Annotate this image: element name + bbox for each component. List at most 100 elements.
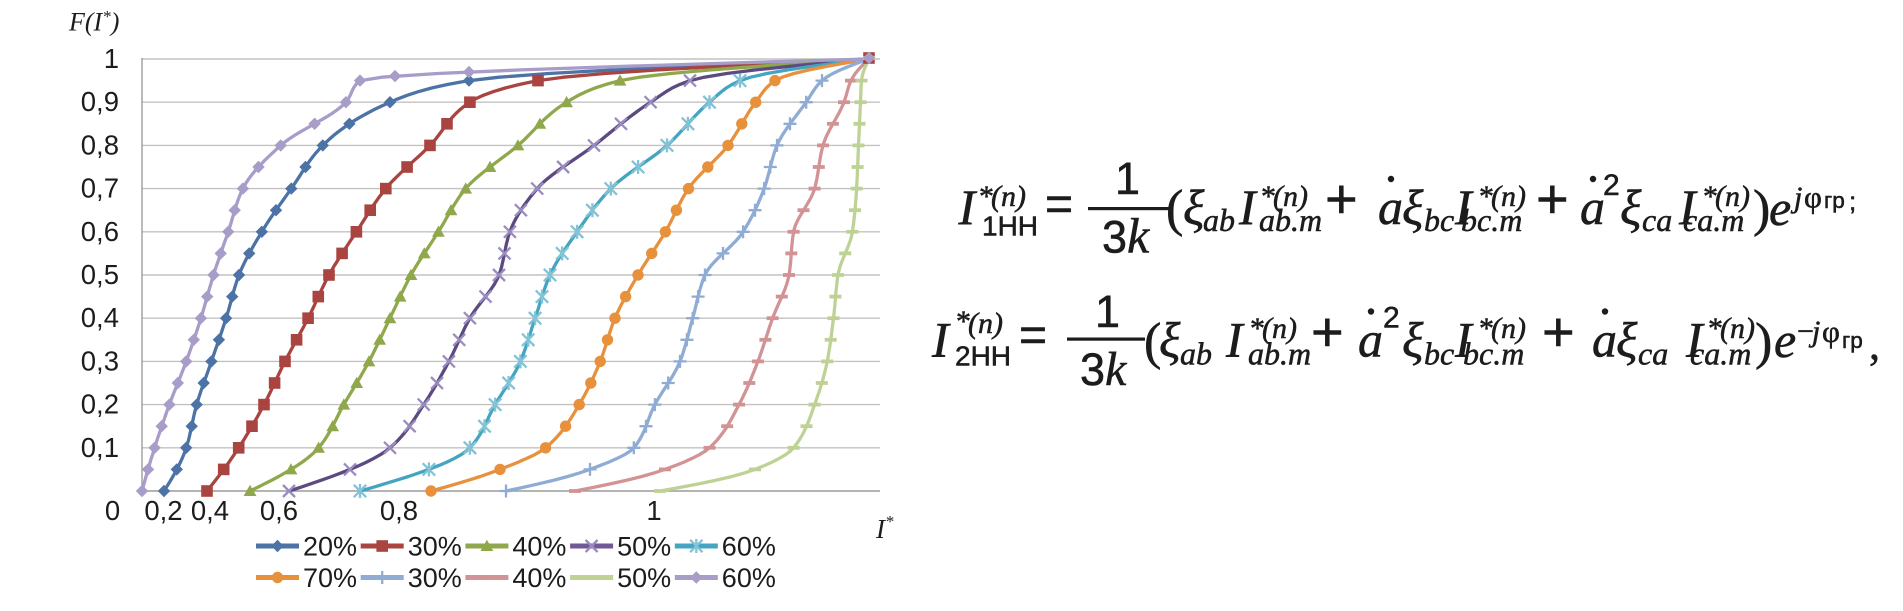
svg-text:a: a	[1358, 312, 1383, 368]
svg-text:−: −	[1797, 315, 1814, 348]
svg-text:ab: ab	[1180, 336, 1212, 372]
svg-text:(n): (n)	[991, 180, 1026, 213]
svg-text:j: j	[1790, 181, 1802, 214]
svg-text:0,7: 0,7	[81, 173, 119, 204]
svg-text:3: 3	[1102, 212, 1127, 263]
svg-text:=: =	[1045, 178, 1073, 231]
svg-text:ξ: ξ	[1183, 179, 1205, 235]
svg-text:0: 0	[105, 495, 120, 526]
svg-text:ab: ab	[1203, 202, 1235, 238]
svg-text:0,6: 0,6	[81, 216, 119, 247]
svg-text:50%: 50%	[617, 563, 671, 593]
svg-text:0,5: 0,5	[81, 259, 119, 290]
svg-text:2НН: 2НН	[955, 341, 1011, 372]
svg-text:(n): (n)	[1491, 312, 1526, 345]
svg-text:e: e	[1769, 180, 1791, 236]
svg-text:2: 2	[1383, 302, 1400, 335]
svg-text:a: a	[1378, 179, 1403, 235]
svg-text:1НН: 1НН	[982, 211, 1038, 242]
svg-text:I: I	[1238, 179, 1258, 235]
svg-text:*: *	[1479, 312, 1494, 345]
svg-text:I: I	[1678, 179, 1698, 235]
svg-text:I: I	[1454, 312, 1474, 368]
svg-text:3: 3	[1080, 344, 1105, 395]
svg-text:0,2: 0,2	[81, 389, 119, 420]
svg-text:(n): (n)	[1491, 180, 1526, 213]
svg-text:bc: bc	[1424, 336, 1454, 372]
svg-text:0,4: 0,4	[81, 302, 119, 333]
svg-text:+: +	[1311, 300, 1344, 363]
svg-text:30%: 30%	[408, 532, 462, 562]
svg-text:ca.m: ca.m	[1690, 336, 1751, 372]
svg-text:a: a	[1580, 179, 1605, 235]
svg-text:ca: ca	[1642, 202, 1672, 238]
svg-text:k: k	[1105, 343, 1128, 396]
svg-text:+: +	[1536, 167, 1569, 230]
svg-text:): )	[1753, 181, 1770, 238]
svg-text:60%: 60%	[722, 532, 776, 562]
svg-text:I: I	[1225, 312, 1245, 368]
svg-text:ξ: ξ	[1616, 312, 1638, 368]
svg-text:bc.m: bc.m	[1461, 202, 1522, 238]
svg-text:*: *	[979, 180, 994, 213]
svg-text:I: I	[958, 179, 978, 235]
svg-text:bc: bc	[1424, 202, 1454, 238]
svg-text:1: 1	[1095, 286, 1120, 337]
svg-text:*: *	[1708, 312, 1723, 345]
svg-text:,: ,	[1869, 320, 1880, 369]
svg-text:40%: 40%	[512, 563, 566, 593]
svg-text:1: 1	[646, 495, 661, 526]
svg-text:*: *	[1479, 180, 1494, 213]
svg-text:0,8: 0,8	[81, 129, 119, 160]
svg-text:20%: 20%	[303, 532, 357, 562]
svg-text:;: ;	[1849, 186, 1856, 216]
svg-text:ξ: ξ	[1402, 312, 1424, 368]
svg-text:a: a	[1592, 312, 1617, 368]
svg-text:гр: гр	[1824, 188, 1845, 213]
svg-text:1: 1	[104, 43, 119, 74]
svg-text:0,2: 0,2	[144, 495, 182, 526]
svg-text:(n): (n)	[1715, 180, 1750, 213]
svg-text:*: *	[1703, 180, 1718, 213]
svg-text:(n): (n)	[1262, 312, 1297, 345]
svg-text:50%: 50%	[617, 532, 671, 562]
svg-text:*: *	[1261, 180, 1276, 213]
svg-text:(: (	[1166, 181, 1183, 238]
svg-text:ξ: ξ	[1159, 312, 1181, 368]
svg-text:+: +	[1542, 300, 1575, 363]
svg-text:1: 1	[1115, 153, 1140, 204]
svg-text:bc.m: bc.m	[1463, 336, 1524, 372]
svg-text:30%: 30%	[408, 563, 462, 593]
svg-text:0,4: 0,4	[191, 495, 229, 526]
svg-text:гр: гр	[1842, 328, 1863, 353]
svg-text:0,3: 0,3	[81, 345, 119, 376]
svg-text:ca.m: ca.m	[1683, 202, 1744, 238]
svg-text:I: I	[1454, 179, 1474, 235]
svg-text:): )	[1755, 314, 1772, 371]
svg-text:I: I	[931, 312, 951, 368]
svg-text:(n): (n)	[1720, 312, 1755, 345]
svg-text:(: (	[1144, 314, 1161, 371]
svg-text:+: +	[1325, 167, 1358, 230]
svg-text:0,8: 0,8	[380, 495, 418, 526]
svg-text:k: k	[1127, 208, 1150, 264]
svg-text:F(I*): F(I*)	[68, 7, 119, 37]
svg-text:I: I	[1685, 312, 1705, 368]
svg-text:0,9: 0,9	[81, 86, 119, 117]
svg-text:e: e	[1774, 312, 1796, 368]
svg-text:(n): (n)	[968, 307, 1003, 340]
svg-text:60%: 60%	[722, 563, 776, 593]
svg-text:ξ: ξ	[1402, 179, 1424, 235]
svg-text:ca: ca	[1638, 336, 1668, 372]
svg-text:I*: I*	[875, 512, 894, 544]
svg-text:φ: φ	[1804, 180, 1822, 215]
svg-text:0,6: 0,6	[260, 495, 298, 526]
svg-text:ab.m: ab.m	[1259, 202, 1322, 238]
svg-text:40%: 40%	[512, 532, 566, 562]
svg-text:φ: φ	[1822, 314, 1840, 349]
svg-text:(n): (n)	[1273, 180, 1308, 213]
svg-text:0,1: 0,1	[81, 432, 119, 463]
svg-text:=: =	[1019, 309, 1047, 362]
svg-text:ab.m: ab.m	[1248, 336, 1311, 372]
svg-text:*: *	[956, 305, 971, 338]
